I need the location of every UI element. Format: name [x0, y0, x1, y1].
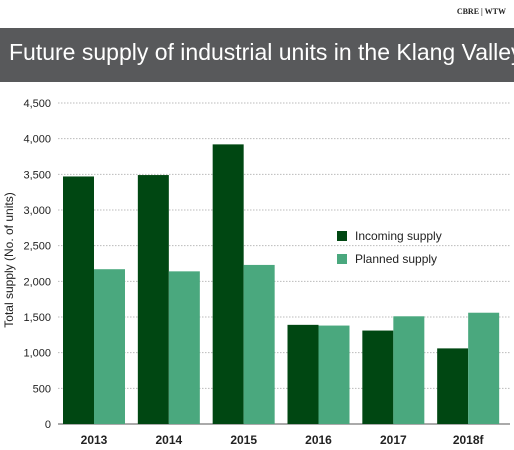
legend-swatch	[337, 231, 347, 241]
y-tick-label: 500	[33, 383, 51, 395]
legend: Incoming supply Planned supply	[337, 229, 442, 266]
bar-planned-2017	[393, 316, 425, 424]
chart-title: Future supply of industrial units in the…	[9, 39, 514, 65]
bar-incoming-2013	[63, 176, 94, 424]
x-tick-label: 2016	[305, 433, 332, 447]
y-tick-labels: 0 500 1,000 1,500 2,000 2,500 3,000 3,500 4,000 4…	[23, 98, 51, 431]
y-tick-label: 1,000	[23, 348, 51, 360]
y-tick-label: 2,500	[23, 241, 51, 253]
bar-planned-2016	[318, 325, 350, 424]
bars	[63, 144, 500, 424]
x-tick-label: 2017	[380, 433, 407, 447]
y-tick-label: 1,500	[23, 312, 51, 324]
bar-incoming-2015	[212, 144, 244, 424]
legend-swatch	[337, 254, 347, 264]
bar-incoming-2017	[362, 330, 394, 424]
y-tick-label: 2,000	[23, 276, 51, 288]
x-tick-labels: 2013 2014 2015 2016 2017 2018f	[81, 433, 485, 447]
x-tick-label: 2014	[155, 433, 182, 447]
y-tick-label: 4,500	[23, 98, 51, 110]
source-credit: CBRE | WTW	[456, 7, 506, 16]
y-tick-label: 3,000	[23, 205, 51, 217]
bar-chart: 0 500 1,000 1,500 2,000 2,500 3,000 3,500 4,000 4…	[2, 98, 510, 447]
legend-label: Incoming supply	[355, 229, 442, 243]
legend-label: Planned supply	[355, 252, 437, 266]
gridlines	[58, 102, 510, 425]
bar-planned-2018f	[468, 312, 500, 424]
bar-planned-2013	[94, 269, 125, 424]
y-tick-label: 3,500	[23, 169, 51, 181]
bar-incoming-2016	[287, 324, 319, 424]
bar-planned-2014	[168, 271, 200, 424]
y-tick-label: 0	[45, 419, 51, 431]
bar-incoming-2018f	[437, 348, 469, 424]
y-tick-label: 4,000	[23, 134, 51, 146]
y-axis-label: Total supply (No. of units)	[2, 192, 16, 327]
bar-incoming-2014	[137, 175, 169, 424]
x-tick-label: 2018f	[453, 433, 485, 447]
title-bar: Future supply of industrial units in the…	[0, 28, 514, 82]
x-tick-label: 2013	[81, 433, 108, 447]
x-tick-label: 2015	[230, 433, 257, 447]
bar-planned-2015	[243, 264, 275, 424]
